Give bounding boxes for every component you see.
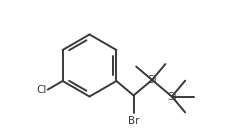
Text: Si: Si [147,75,157,85]
Text: Cl: Cl [36,85,47,95]
Text: Br: Br [128,116,139,126]
Text: Si: Si [167,92,177,102]
